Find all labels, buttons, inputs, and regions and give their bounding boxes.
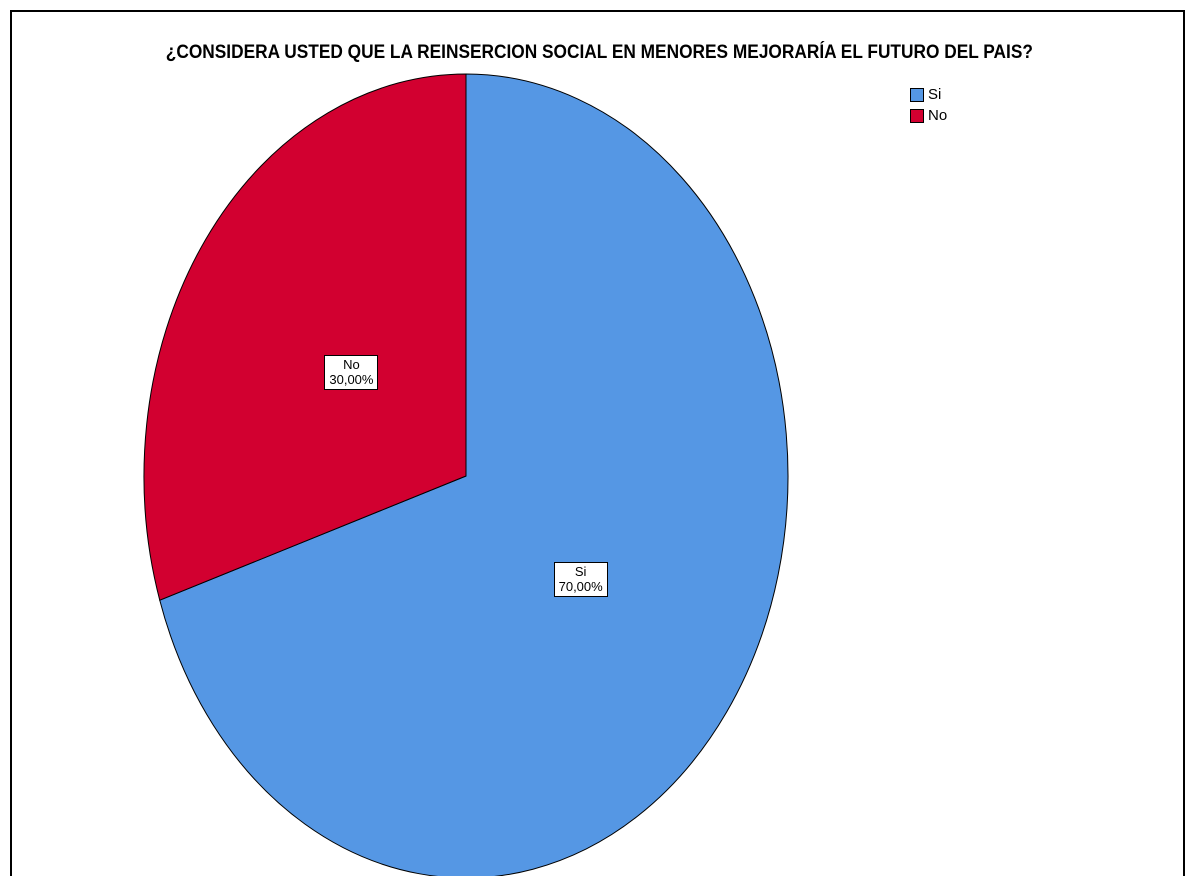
pie-slice-no (143, 73, 467, 601)
legend-label: No (928, 107, 948, 124)
slice-label-name: Si (574, 564, 587, 580)
legend-item-si: Si (910, 84, 947, 105)
slice-label-si: Si 70,00% (553, 562, 608, 598)
chart-legend: Si No (910, 84, 947, 126)
slice-label-no: No 30,00% (324, 354, 379, 390)
legend-swatch (910, 87, 924, 102)
chart-title: ¿CONSIDERA USTED QUE LA REINSERCION SOCI… (165, 42, 1033, 63)
legend-label: Si (928, 86, 942, 103)
legend-swatch (910, 108, 924, 123)
slice-label-value: 70,00% (558, 579, 603, 595)
slice-label-value: 30,00% (329, 371, 374, 387)
pie-slice-si (159, 73, 789, 876)
slice-label-name: No (343, 356, 360, 372)
legend-item-no: No (910, 105, 947, 126)
